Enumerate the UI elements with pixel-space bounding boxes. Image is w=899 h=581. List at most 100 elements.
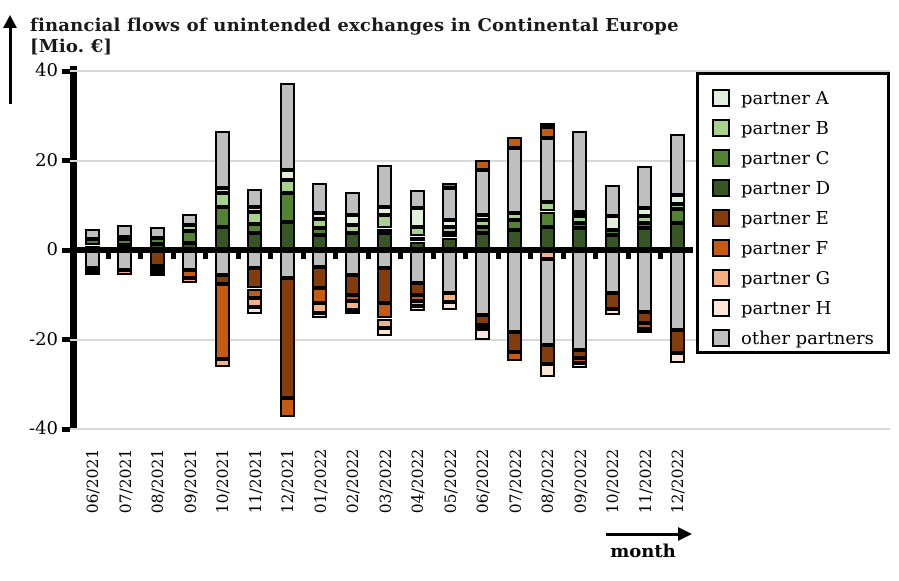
x-tick-7 xyxy=(333,253,339,259)
bar-10-2022-seg-partner-e-neg xyxy=(604,293,620,309)
bar-07-2022-seg-partner-f-neg xyxy=(507,352,522,361)
bar-02-2022-seg-partner-f-neg xyxy=(344,295,360,301)
bar-03-2022-seg-partner-h-neg xyxy=(377,328,392,336)
bar-12-2022-seg-partner-d xyxy=(669,223,685,250)
bar-12-2021-seg-partner-a xyxy=(279,169,295,180)
x-tick-label-07-2021: 07/2021 xyxy=(116,448,135,514)
bar-12-2022-seg-other-partners-neg xyxy=(669,250,685,331)
x-tick-label-09-2022: 09/2022 xyxy=(571,448,590,514)
bar-06-2021-seg-partner-h-neg xyxy=(84,271,100,275)
bar-07-2022-seg-partner-e-neg xyxy=(507,331,522,352)
bar-06-2021-seg-partner-g-neg xyxy=(84,267,100,272)
bar-08-2022-seg-partner-c xyxy=(539,211,555,227)
bar-01-2022-seg-partner-e-neg xyxy=(312,266,327,289)
y-tick--20 xyxy=(62,337,70,342)
bar-02-2022-seg-other-partners-neg xyxy=(344,250,360,276)
bar-06-2021-seg-partner-c xyxy=(84,238,100,246)
x-tick-label-12-2022: 12/2022 xyxy=(669,448,687,514)
bar-11-2022-seg-other-partners-neg xyxy=(637,250,652,312)
bar-04-2022-seg-partner-b xyxy=(409,226,425,237)
bar-09-2022-seg-partner-h-neg xyxy=(572,363,587,369)
x-tick-3 xyxy=(203,253,209,259)
bar-09-2021-seg-other-partners xyxy=(182,214,197,226)
bar-11-2021-seg-partner-f-neg xyxy=(247,288,262,299)
x-tick-11 xyxy=(463,253,469,259)
bar-01-2022-seg-partner-g-neg xyxy=(312,303,327,314)
value-axis-arrow-head-icon xyxy=(3,15,17,28)
bar-01-2022-seg-other-partners xyxy=(312,182,327,213)
bar-12-2021-seg-other-partners xyxy=(279,82,295,170)
x-tick-label-09-2021: 09/2021 xyxy=(181,448,200,514)
bar-06-2022-seg-other-partners-neg xyxy=(474,250,490,315)
bar-12-2022-seg-partner-e-neg xyxy=(669,330,685,354)
x-tick-label-06-2022: 06/2022 xyxy=(474,448,492,514)
legend-item-partner-f: partner F xyxy=(712,233,887,263)
bar-11-2022-seg-partner-e-neg xyxy=(637,311,652,324)
bar-08-2022-seg-partner-e-neg xyxy=(539,345,555,364)
bar-06-2022-seg-partner-a xyxy=(474,215,490,220)
legend-label-partner-g: partner G xyxy=(741,267,831,289)
bar-11-2021-seg-partner-c xyxy=(247,223,262,234)
bar-11-2022-seg-other-partners xyxy=(637,166,652,208)
bar-12-2022-seg-partner-h-neg xyxy=(669,353,685,364)
bar-12-2022-seg-partner-a xyxy=(669,195,685,204)
bar-09-2022-seg-partner-e-neg xyxy=(572,349,587,359)
x-tick-label-03-2022: 03/2022 xyxy=(376,448,395,514)
bar-07-2021-seg-partner-b xyxy=(117,236,132,241)
bar-09-2022-seg-other-partners xyxy=(572,131,587,212)
legend-swatch-partner-f xyxy=(712,239,730,257)
x-tick-label-02-2022: 02/2022 xyxy=(344,448,362,514)
bar-11-2021-seg-partner-b xyxy=(247,212,262,224)
bar-10-2021-seg-partner-c xyxy=(214,206,230,227)
x-tick-label-11-2021: 11/2021 xyxy=(246,448,265,514)
y-tick--40 xyxy=(62,426,70,432)
x-tick-17 xyxy=(658,253,664,259)
bar-01-2022-seg-partner-b xyxy=(312,218,327,228)
bar-03-2022-seg-partner-c xyxy=(377,228,392,234)
bar-11-2021-seg-partner-a xyxy=(247,207,262,212)
bar-01-2022-seg-partner-a xyxy=(312,212,327,219)
bar-08-2022-seg-partner-h xyxy=(539,122,555,127)
legend-item-partner-e: partner E xyxy=(712,203,887,233)
bar-11-2021-seg-partner-g-neg xyxy=(247,298,262,307)
bar-06-2022-seg-partner-c xyxy=(474,226,490,234)
bar-11-2021-seg-partner-h-neg xyxy=(247,306,262,314)
bar-01-2022-seg-partner-f-neg xyxy=(312,288,327,304)
bar-08-2021-seg-partner-c xyxy=(149,238,165,245)
legend-item-partner-g: partner G xyxy=(712,263,887,293)
bar-07-2022-seg-other-partners-neg xyxy=(507,250,522,332)
bar-04-2022-seg-other-partners xyxy=(409,189,425,209)
bar-06-2022-seg-partner-f-neg xyxy=(474,324,490,329)
bar-08-2021-seg-partner-h-neg xyxy=(149,272,165,277)
bar-09-2022-seg-partner-a xyxy=(572,211,587,217)
bar-12-2021-seg-partner-e-neg xyxy=(279,278,295,399)
bar-04-2022-seg-other-partners-neg xyxy=(409,250,425,284)
legend-swatch-partner-c xyxy=(712,149,730,167)
bar-05-2022-seg-partner-f xyxy=(442,183,457,189)
bar-11-2021-seg-partner-e-neg xyxy=(247,268,262,289)
bar-03-2022-seg-partner-b xyxy=(377,215,392,229)
legend-label-partner-a: partner A xyxy=(741,87,829,109)
x-tick-16 xyxy=(625,253,631,259)
bar-04-2022-seg-partner-f-neg xyxy=(409,294,425,301)
bar-06-2022-seg-partner-f xyxy=(474,160,490,170)
y-tick-label--20: -20 xyxy=(29,328,58,350)
x-tick-15 xyxy=(593,253,599,259)
chart-title: financial flows of unintended exchanges … xyxy=(30,15,679,57)
bar-05-2022-seg-partner-b xyxy=(442,226,457,234)
y-tick-0 xyxy=(62,247,70,253)
x-tick-label-07-2022: 07/2022 xyxy=(506,448,525,514)
legend-item-partner-h: partner H xyxy=(712,293,887,323)
legend-item-other-partners: other partners xyxy=(712,323,887,353)
bar-12-2022-seg-partner-c xyxy=(669,209,685,224)
x-tick-label-06-2021: 06/2021 xyxy=(84,448,102,514)
bar-07-2022-seg-partner-b xyxy=(507,213,522,220)
legend-swatch-partner-b xyxy=(712,119,730,137)
legend-swatch-partner-a xyxy=(712,89,730,107)
bar-04-2022-seg-partner-e-neg xyxy=(409,283,425,295)
bar-10-2022-seg-partner-h-neg xyxy=(604,308,620,316)
bar-10-2021-seg-partner-g-neg xyxy=(214,358,230,368)
bar-08-2022-seg-partner-b xyxy=(539,201,555,212)
bar-08-2021-seg-other-partners xyxy=(149,226,165,239)
